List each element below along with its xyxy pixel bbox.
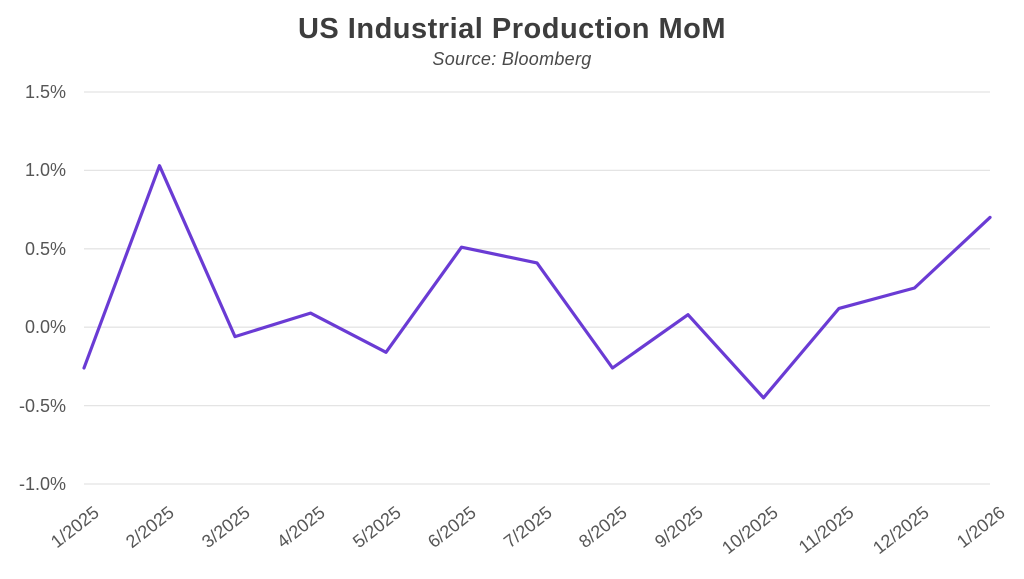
y-tick-label: 0.0% [24,317,66,338]
y-tick-label: 1.5% [24,82,66,102]
gridlines [84,91,990,485]
series-line [82,164,992,400]
chart-subtitle: Source: Bloomberg [432,49,592,69]
y-tick-label: -0.5% [18,395,66,416]
y-tick-label: 1.0% [24,160,66,181]
y-tick-label: 0.5% [24,238,66,259]
chart-title: US Industrial Production MoM [297,13,727,45]
y-tick-label: -1.0% [18,474,66,494]
